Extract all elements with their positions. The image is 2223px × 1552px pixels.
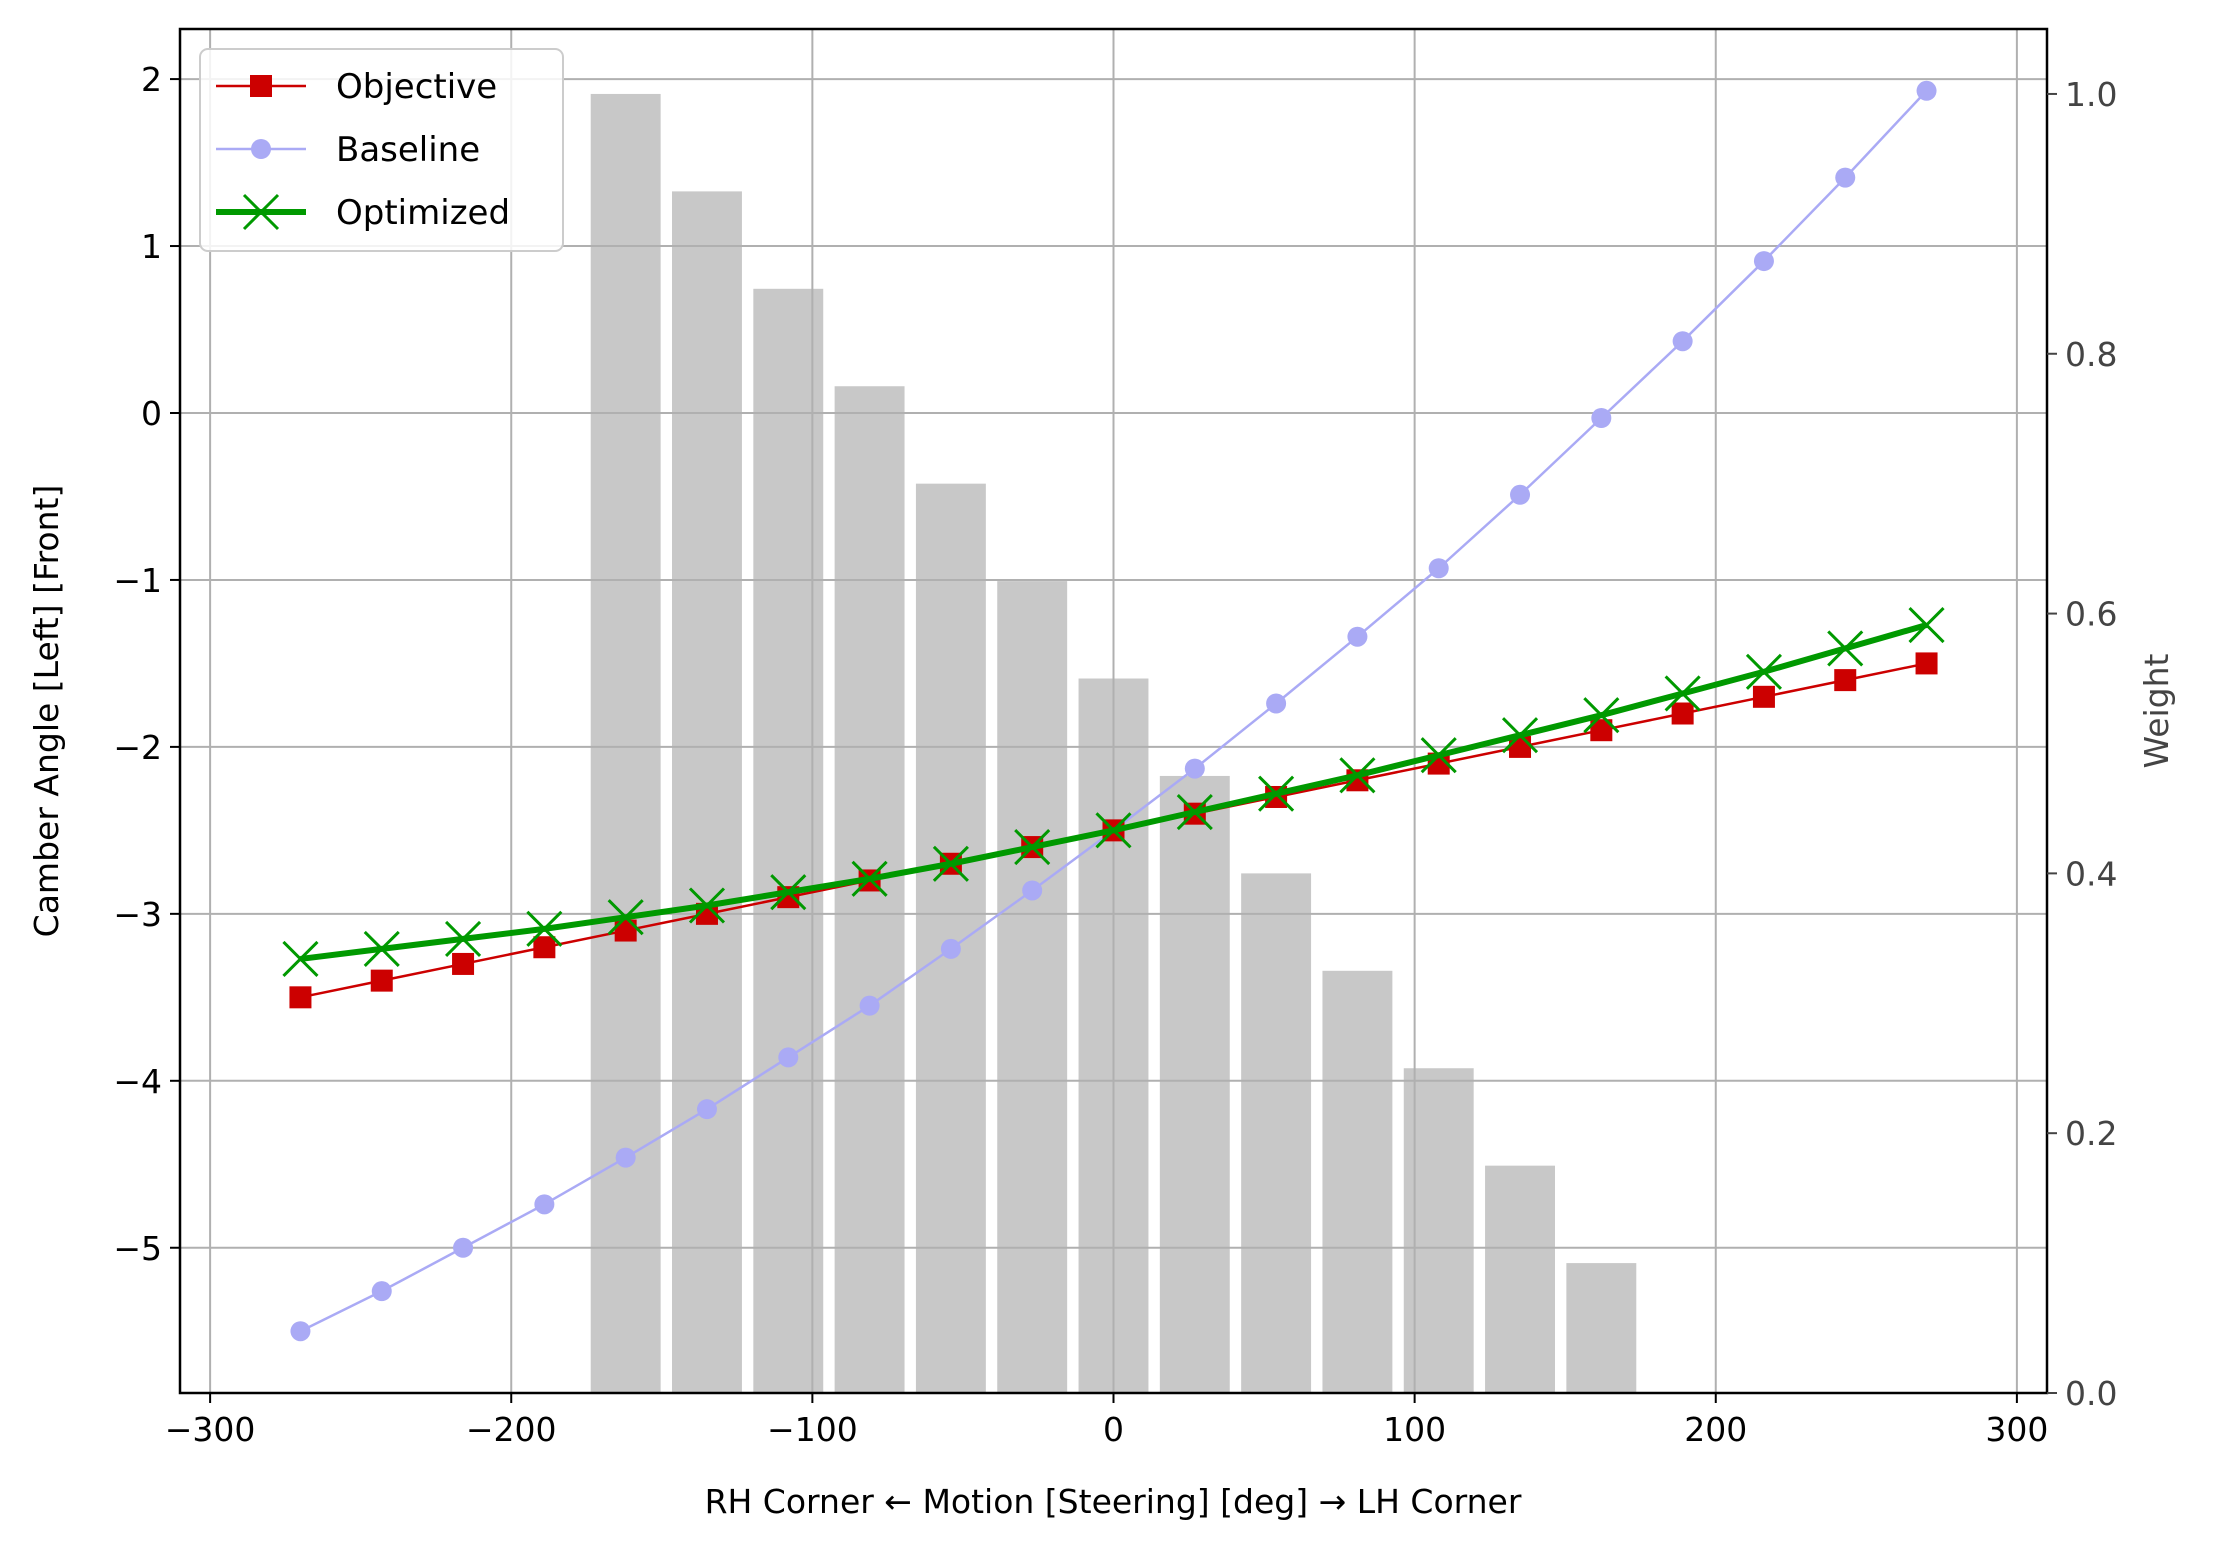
point-baseline [1916, 80, 1937, 101]
point-optimized [1176, 793, 1213, 831]
x-tick-label: −200 [466, 1410, 557, 1449]
point-objective [1671, 702, 1694, 725]
y2-tick-label: 0.8 [2065, 335, 2117, 374]
point-objective [370, 969, 393, 992]
legend-box [199, 48, 564, 252]
weight-bar [1159, 775, 1230, 1393]
legend-label-optimized: Optimized [336, 193, 510, 233]
point-baseline [1591, 407, 1612, 428]
y-tick-label: 1 [141, 227, 162, 266]
point-baseline [1184, 758, 1205, 779]
y2-axis-label: Weight [2137, 653, 2176, 768]
weight-bar [915, 483, 986, 1394]
y-tick-label: 0 [141, 394, 162, 433]
series-lines [282, 80, 1945, 1342]
y-axis-label: Camber Angle [Left] [Front] [27, 485, 66, 938]
x-axis-label: RH Corner ← Motion [Steering] [deg] → LH… [705, 1482, 1522, 1521]
point-optimized [770, 874, 807, 911]
y-tick-label: −1 [113, 561, 162, 600]
point-optimized [1908, 606, 1945, 644]
point-optimized [1583, 697, 1620, 734]
weight-bar [672, 191, 742, 1393]
point-optimized [1501, 717, 1539, 754]
legend-marker-baseline [251, 139, 271, 159]
point-objective [533, 936, 556, 959]
y2-tick-label: 0.2 [2065, 1114, 2117, 1153]
point-baseline [1672, 331, 1693, 352]
point-optimized [1014, 829, 1051, 866]
point-baseline [290, 1321, 311, 1342]
legend-label-objective: Objective [336, 67, 497, 107]
y-tick-label: −2 [113, 728, 162, 767]
point-baseline [1753, 251, 1774, 272]
x-tick-label: −100 [767, 1410, 858, 1449]
point-baseline [615, 1147, 636, 1168]
point-optimized [282, 940, 319, 977]
y-tick-label: −3 [113, 895, 162, 934]
point-baseline [1022, 880, 1043, 901]
legend: Objective Baseline Optimized [199, 48, 564, 252]
x-tick-label: −300 [165, 1410, 256, 1449]
point-optimized [445, 920, 482, 957]
point-baseline [696, 1099, 717, 1120]
point-optimized [1664, 675, 1701, 712]
point-objective [452, 952, 475, 975]
point-optimized [1095, 812, 1132, 849]
point-optimized [1827, 630, 1864, 667]
point-baseline [1510, 484, 1531, 505]
axis-ticks: −300 −200 −100 0 100 200 300 −5 −4 −3 −2 −1 0 1 2 0.0 0.… [113, 60, 2117, 1449]
x-tick-label: 200 [1684, 1410, 1747, 1449]
point-objective [289, 986, 312, 1009]
weight-bar [1566, 1263, 1637, 1393]
point-baseline [1835, 167, 1856, 188]
legend-marker-optimized [242, 193, 280, 231]
point-baseline [940, 938, 961, 959]
point-baseline [778, 1047, 799, 1068]
point-baseline [859, 995, 880, 1016]
y-tick-label: −5 [113, 1229, 162, 1268]
x-tick-label: 0 [1103, 1410, 1124, 1449]
legend-marker-objective [250, 75, 272, 97]
point-optimized [363, 930, 400, 967]
point-optimized [688, 887, 726, 924]
point-optimized [526, 910, 563, 947]
point-optimized [1258, 775, 1295, 812]
y2-tick-label: 0.6 [2065, 595, 2117, 634]
point-baseline [1266, 693, 1287, 714]
y2-tick-label: 1.0 [2065, 75, 2117, 114]
point-baseline [371, 1281, 392, 1302]
point-optimized [607, 899, 644, 936]
point-baseline [1428, 558, 1449, 579]
y-tick-label: −4 [113, 1062, 162, 1101]
point-optimized [1420, 737, 1457, 774]
x-tick-label: 100 [1383, 1410, 1446, 1449]
point-optimized [851, 860, 888, 897]
point-baseline [1347, 626, 1368, 647]
x-tick-label: 300 [1985, 1410, 2048, 1449]
y-tick-label: 2 [141, 60, 162, 99]
weight-bar [1485, 1165, 1555, 1393]
point-objective [614, 919, 637, 942]
point-objective [1834, 669, 1857, 692]
point-baseline [453, 1237, 474, 1258]
weight-bar [1322, 970, 1393, 1393]
y2-tick-label: 0.4 [2065, 854, 2117, 893]
legend-label-baseline: Baseline [336, 130, 480, 170]
point-optimized [1745, 653, 1783, 690]
point-objective [1915, 652, 1938, 675]
weight-bar [590, 93, 661, 1393]
point-optimized [1339, 757, 1376, 794]
weight-bar [997, 581, 1068, 1393]
point-baseline [534, 1194, 555, 1215]
point-objective [1752, 685, 1775, 708]
y2-tick-label: 0.0 [2065, 1374, 2117, 1413]
point-optimized [932, 845, 969, 882]
point-objective [1590, 719, 1613, 742]
weight-bar [1241, 873, 1312, 1393]
